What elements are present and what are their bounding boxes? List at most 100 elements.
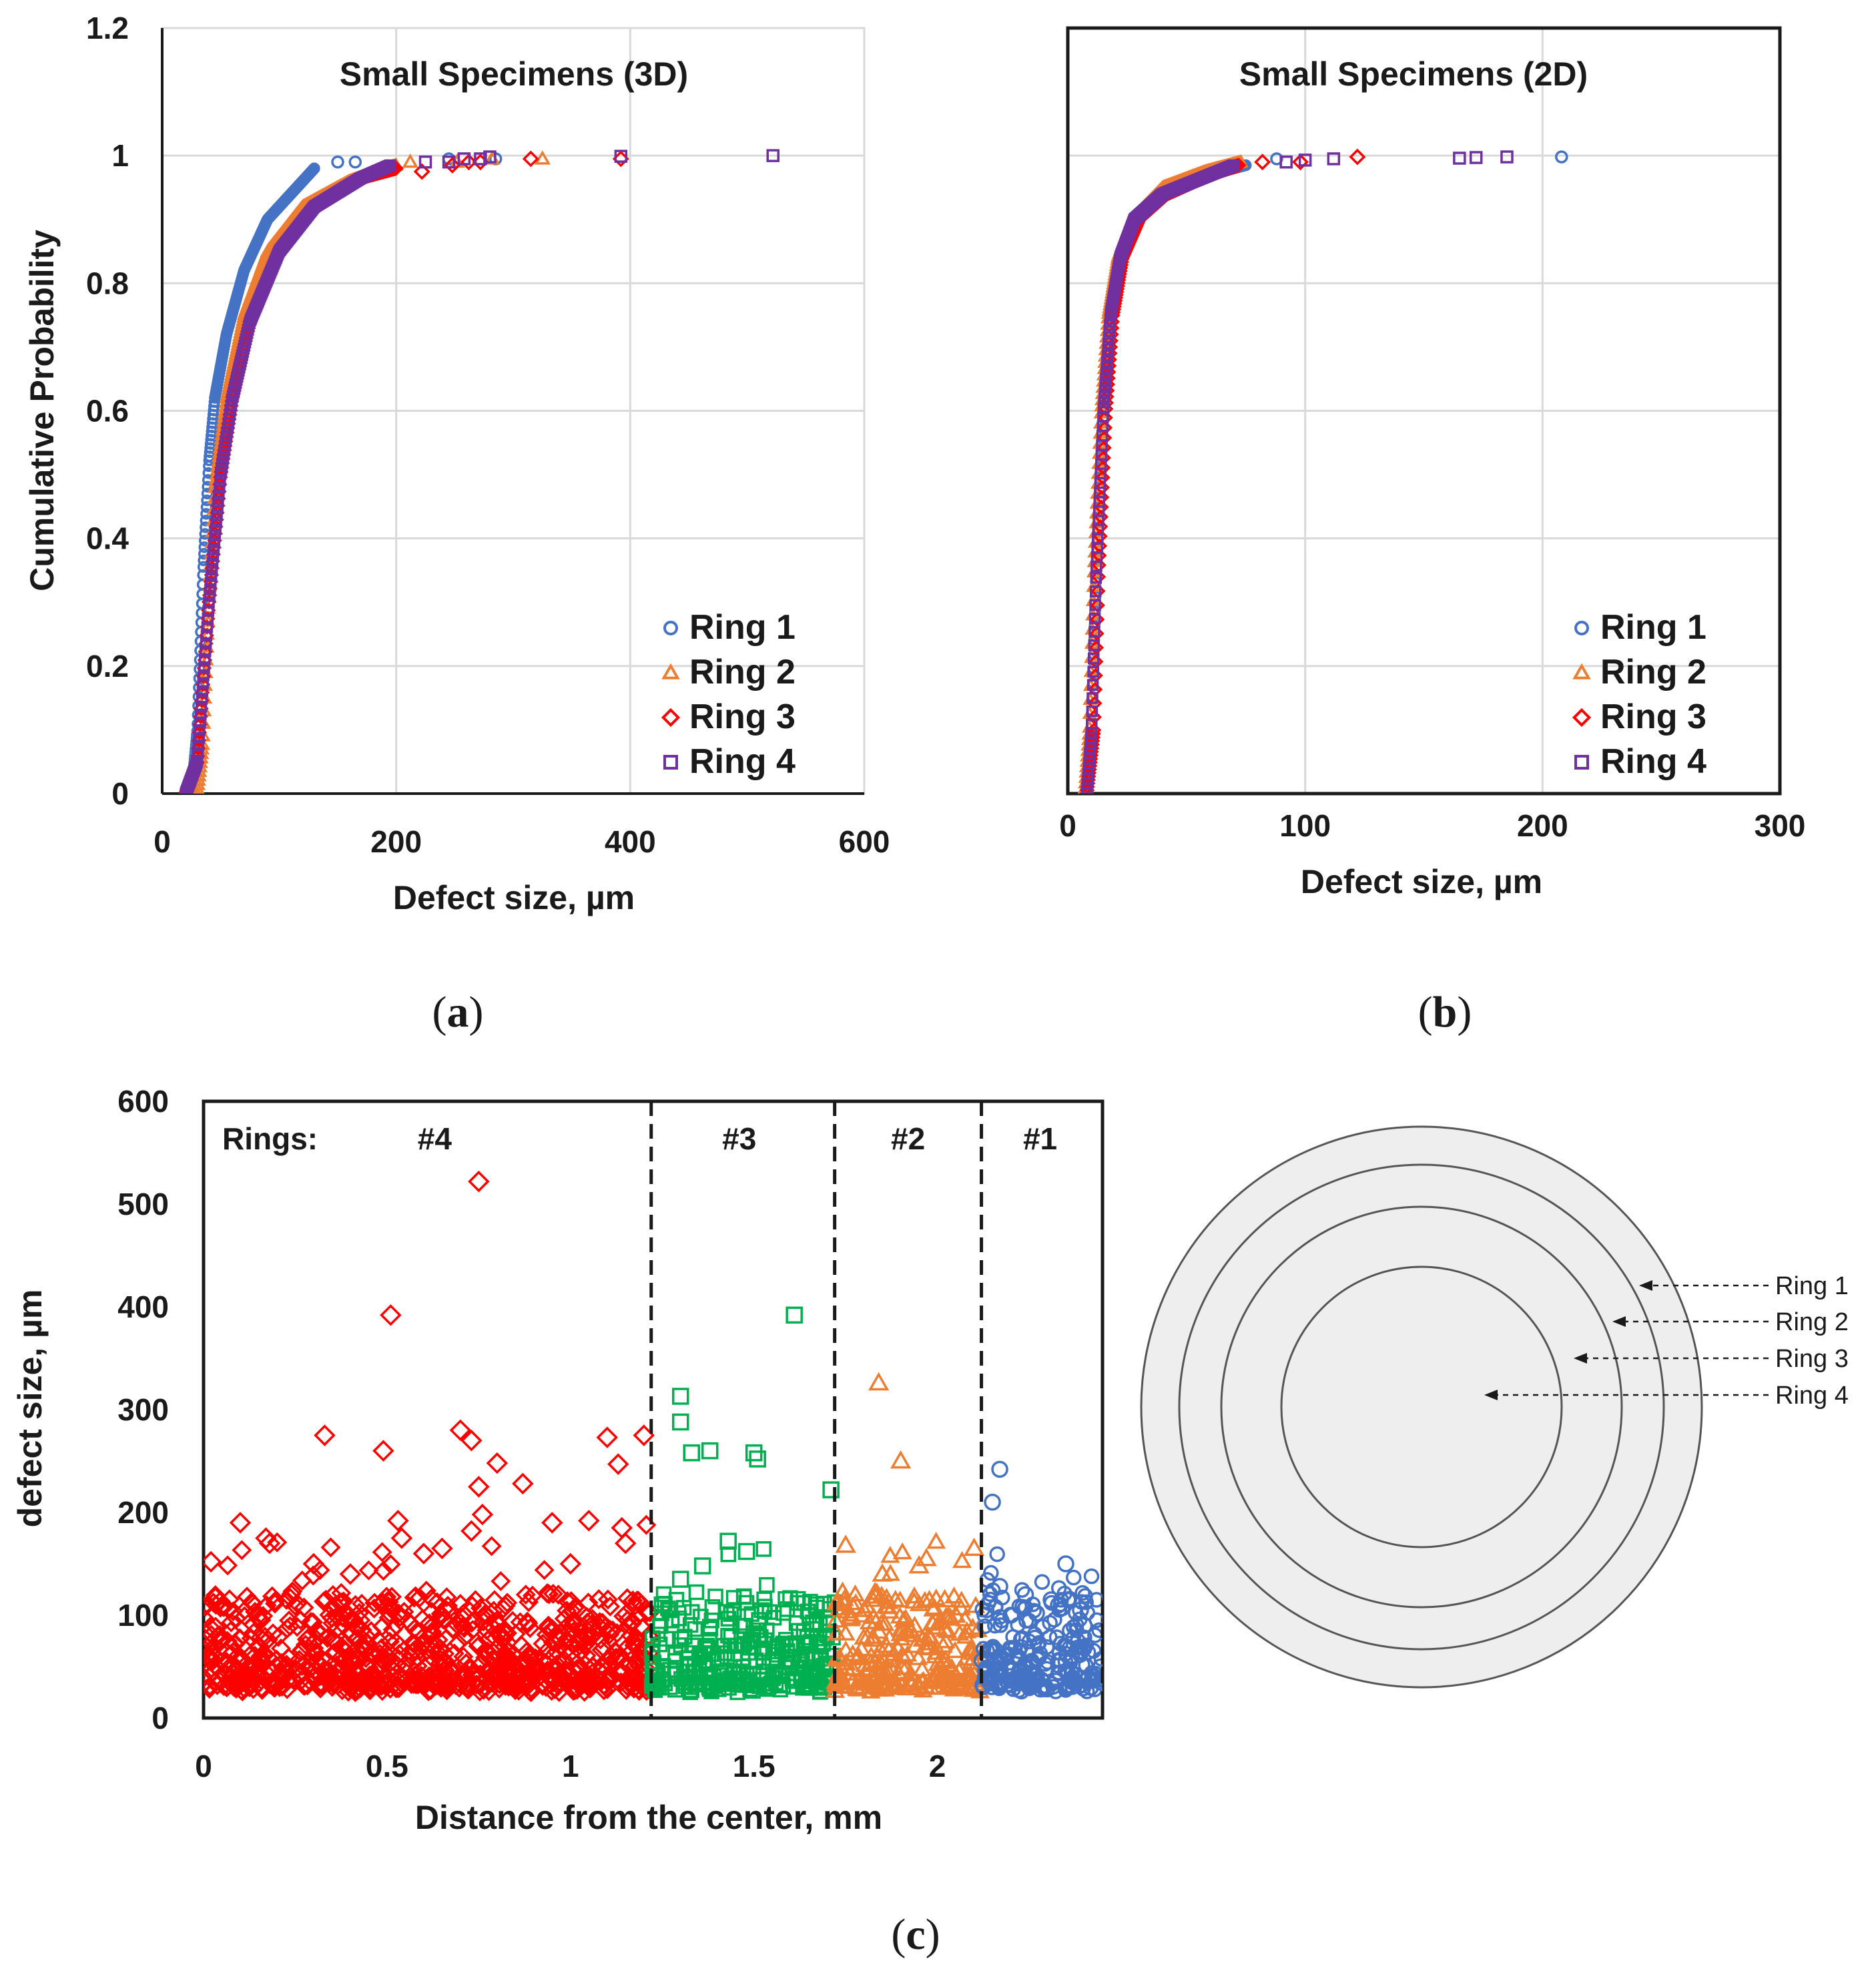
data-point	[869, 1621, 889, 1639]
data-point	[195, 708, 207, 721]
data-point	[382, 1619, 403, 1640]
data-point	[653, 1618, 669, 1634]
data-point	[519, 1592, 539, 1613]
data-point	[266, 1649, 287, 1670]
legend-label: Ring 2	[1600, 653, 1706, 691]
data-point	[1089, 611, 1105, 627]
data-point	[438, 1595, 458, 1616]
data-point	[1102, 343, 1114, 356]
data-point	[478, 1630, 499, 1651]
y-tick-label: 0.2	[86, 649, 129, 683]
data-point	[280, 1616, 300, 1637]
data-point	[561, 1591, 581, 1611]
data-point	[1086, 705, 1099, 718]
legend-label: Ring 4	[689, 742, 796, 781]
legend-label: Ring 2	[689, 653, 796, 691]
y-tick-label: 100	[117, 1598, 169, 1633]
data-point	[962, 1661, 982, 1678]
data-point	[545, 1656, 565, 1677]
data-point-outlier	[963, 1537, 985, 1556]
data-point	[813, 1651, 830, 1667]
data-point	[884, 1644, 904, 1661]
data-point	[308, 162, 320, 175]
data-point	[859, 1612, 879, 1630]
ring-1-label: Ring 1	[1775, 1272, 1849, 1300]
data-point-outlier	[976, 1607, 994, 1624]
data-point	[1097, 440, 1112, 456]
data-point-outlier	[1555, 150, 1568, 164]
data-point	[1088, 1592, 1103, 1608]
data-point	[654, 1673, 670, 1689]
data-point	[868, 1647, 888, 1664]
data-point-outlier	[693, 1557, 711, 1575]
data-point	[518, 1613, 539, 1634]
data-point	[484, 1590, 505, 1611]
chart-c-ring-labels: #4 #3 #2 #1	[418, 1121, 1057, 1156]
data-point-outlier	[444, 157, 461, 174]
data-point-outlier	[1057, 1555, 1074, 1573]
data-point	[559, 1622, 579, 1643]
data-point	[904, 1586, 924, 1604]
legend-label: Ring 3	[689, 697, 796, 736]
data-point-outlier	[204, 1550, 222, 1573]
data-point	[302, 1648, 322, 1669]
chart-a: 0 0.2 0.4 0.6 0.8 1 1.2 0 200 400 600 Small Speci…	[23, 11, 890, 916]
legend-marker	[663, 755, 678, 770]
data-point-outlier	[737, 1542, 755, 1561]
chart-c-xlabel: Distance from the center, mm	[415, 1799, 882, 1836]
data-point	[1072, 1677, 1088, 1693]
data-point	[230, 1629, 250, 1649]
data-point	[465, 1590, 486, 1611]
data-point-outlier	[229, 1512, 252, 1534]
data-point	[200, 637, 212, 649]
data-point	[936, 1631, 956, 1649]
data-point	[688, 1584, 705, 1601]
ring-3-pointer: Ring 3	[1574, 1345, 1849, 1373]
data-point	[267, 1532, 288, 1552]
data-point	[200, 629, 213, 641]
data-point-outlier	[460, 1520, 483, 1542]
data-point	[1089, 585, 1102, 597]
data-point	[942, 1658, 962, 1675]
data-point	[210, 1629, 230, 1650]
rings-diagram: Ring 1 Ring 2 Ring 3 Ring 4	[1140, 1125, 1849, 1689]
data-point	[501, 1651, 521, 1671]
data-point	[926, 1532, 946, 1549]
series-ring-1	[973, 1460, 1103, 1700]
data-point	[395, 1653, 416, 1674]
data-point	[1087, 695, 1103, 711]
data-point	[372, 1542, 392, 1563]
data-point	[944, 1586, 964, 1604]
data-point	[591, 1670, 612, 1691]
data-point	[1059, 1663, 1076, 1679]
data-point	[875, 1679, 895, 1697]
data-point	[589, 1589, 609, 1609]
data-point	[564, 1597, 585, 1618]
data-point	[684, 1604, 700, 1620]
chart-b-plot-frame	[1066, 26, 1782, 796]
data-point	[483, 1648, 503, 1669]
data-point	[952, 1550, 972, 1569]
data-point	[436, 1629, 456, 1649]
data-point	[218, 1555, 238, 1576]
data-point	[320, 1537, 341, 1558]
data-point	[775, 1677, 792, 1694]
data-point	[548, 1675, 569, 1696]
data-point-outlier	[864, 1581, 886, 1601]
data-point	[298, 1628, 318, 1649]
data-point	[701, 1631, 717, 1648]
data-point	[497, 1593, 518, 1613]
data-point	[204, 1664, 217, 1685]
data-point	[251, 1610, 272, 1631]
data-point	[248, 1667, 268, 1687]
data-point	[693, 1609, 709, 1625]
data-point	[977, 1618, 993, 1635]
data-point	[702, 1621, 719, 1637]
data-point-outlier	[614, 150, 628, 163]
data-point	[601, 1645, 621, 1666]
data-point	[1030, 1636, 1046, 1653]
data-point	[896, 1609, 916, 1626]
legend-label: Ring 1	[689, 608, 796, 647]
data-point	[292, 1669, 312, 1690]
data-point	[1099, 390, 1111, 403]
